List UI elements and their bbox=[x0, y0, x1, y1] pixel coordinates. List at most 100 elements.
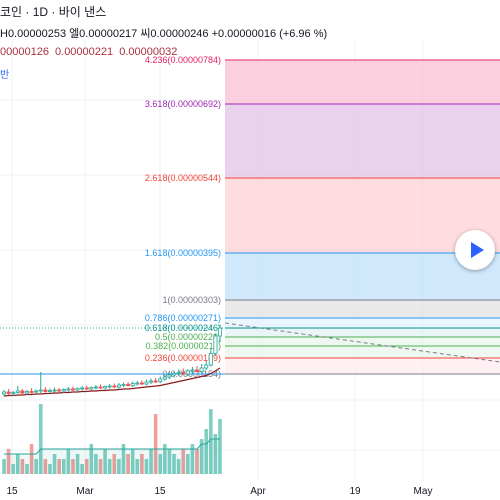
volume-bar bbox=[38, 404, 43, 474]
moving-average-line bbox=[3, 367, 221, 397]
candle-body bbox=[47, 390, 52, 392]
candle-body bbox=[135, 382, 140, 385]
volume-bar bbox=[71, 459, 75, 474]
candle-body bbox=[112, 385, 117, 388]
ma-series bbox=[3, 367, 221, 397]
fib-zone-1 bbox=[225, 300, 500, 318]
candle-body bbox=[126, 384, 131, 386]
volume-bar bbox=[199, 439, 204, 474]
candle-body bbox=[195, 369, 200, 372]
candle-body bbox=[89, 387, 94, 390]
fib-label-0.236: 0.236(0.00000189) bbox=[145, 353, 221, 363]
fib-label-2.618: 2.618(0.00000544) bbox=[145, 173, 221, 183]
candle-body bbox=[98, 386, 103, 389]
volume-bar bbox=[126, 454, 130, 474]
open-value: 엘0.00000217 bbox=[69, 28, 138, 40]
candle-body bbox=[172, 373, 177, 376]
ma-value-3: 0.00000032 bbox=[119, 46, 178, 58]
candle-body bbox=[11, 392, 16, 394]
candle-body bbox=[2, 391, 7, 395]
volume-bar bbox=[190, 444, 195, 474]
candle-body bbox=[34, 390, 39, 393]
candle-body bbox=[93, 386, 98, 389]
candle-body bbox=[57, 389, 62, 392]
candle-body bbox=[15, 390, 20, 393]
volume-bar bbox=[66, 449, 71, 474]
volume-bar bbox=[218, 419, 222, 474]
candle-body bbox=[20, 390, 25, 394]
candle-body bbox=[167, 374, 172, 378]
volume-bar bbox=[153, 414, 158, 474]
fib-zone-0.382 bbox=[225, 346, 500, 358]
fib-label-0.618: 0.618(0.00000246) bbox=[145, 323, 221, 333]
volume-bar bbox=[172, 454, 176, 474]
volume-bar bbox=[167, 449, 172, 474]
x-tick-label: 15 bbox=[6, 486, 18, 497]
candle-body bbox=[70, 388, 75, 391]
volume-bar bbox=[43, 459, 48, 474]
candle-body bbox=[181, 372, 186, 375]
volume-bar bbox=[121, 444, 126, 474]
volume-bar bbox=[107, 459, 112, 474]
x-tick-label: Mar bbox=[76, 486, 94, 497]
fib-zone-2.618 bbox=[225, 178, 500, 253]
x-tick-label: Apr bbox=[250, 486, 266, 497]
candle-body bbox=[38, 389, 43, 392]
x-tick-label: May bbox=[414, 486, 433, 497]
volume-bar bbox=[61, 459, 66, 474]
volume-bar bbox=[163, 444, 167, 474]
candle-body bbox=[66, 388, 71, 391]
fib-label-1: 1(0.00000303) bbox=[162, 295, 221, 305]
candlesticks bbox=[2, 324, 222, 396]
volume-bar bbox=[117, 459, 121, 474]
play-icon[interactable] bbox=[455, 230, 495, 270]
volume-bar bbox=[15, 454, 20, 474]
fib-zone-4.236 bbox=[225, 60, 500, 104]
volume-bar bbox=[213, 434, 218, 474]
fib-zone-0.618 bbox=[225, 328, 500, 337]
volume-bar bbox=[204, 429, 209, 474]
volume-ma-line bbox=[4, 438, 220, 474]
candle-body bbox=[43, 389, 48, 392]
indicator-label[interactable]: 반 bbox=[0, 70, 10, 81]
fib-label-1.618: 1.618(0.00000395) bbox=[145, 248, 221, 258]
volume-bar bbox=[149, 449, 153, 474]
change-value: +0.00000016 (+6.96 %) bbox=[211, 28, 328, 40]
candle-body bbox=[139, 382, 144, 385]
candle-body bbox=[149, 380, 154, 383]
fibonacci-extension[interactable]: 4.236(0.00000784) 3.618(0.00000692) 2.618(… bbox=[0, 55, 500, 379]
candle-body bbox=[75, 388, 80, 391]
x-tick-label: 15 bbox=[154, 486, 166, 497]
volume-bar bbox=[20, 459, 25, 474]
volume-bar bbox=[89, 444, 94, 474]
candle-body bbox=[185, 370, 190, 375]
volume-bar bbox=[34, 459, 38, 474]
fib-zone-1.618 bbox=[225, 253, 500, 300]
fib-label-0.786: 0.786(0.00000271) bbox=[145, 313, 221, 323]
volume-bar bbox=[135, 459, 140, 474]
volume-bar bbox=[48, 464, 52, 474]
candle-body bbox=[84, 387, 89, 390]
trend-line[interactable] bbox=[224, 322, 500, 363]
volume-bar bbox=[176, 459, 181, 474]
volume-ma-series bbox=[4, 438, 220, 455]
volume-bar bbox=[130, 449, 135, 474]
fib-label-4.236: 4.236(0.00000784) bbox=[145, 55, 221, 65]
volume-bar bbox=[103, 449, 107, 474]
volume-bar bbox=[112, 454, 117, 474]
volume-bar bbox=[209, 409, 213, 474]
candle-body bbox=[190, 369, 195, 372]
volume-bar bbox=[25, 464, 29, 474]
candle-body bbox=[204, 364, 209, 369]
fib-zone-0.786 bbox=[225, 318, 500, 328]
volume-bar bbox=[80, 464, 84, 474]
candle-body bbox=[158, 378, 163, 382]
fib-zone-0.236 bbox=[225, 358, 500, 374]
volume-bar bbox=[29, 444, 34, 474]
volume-bar bbox=[195, 449, 199, 474]
candle-body bbox=[121, 384, 126, 386]
time-axis[interactable]: 15 Mar 15 Apr 19 May bbox=[6, 486, 432, 497]
candle-body bbox=[162, 376, 167, 380]
volume-bar bbox=[2, 459, 6, 474]
